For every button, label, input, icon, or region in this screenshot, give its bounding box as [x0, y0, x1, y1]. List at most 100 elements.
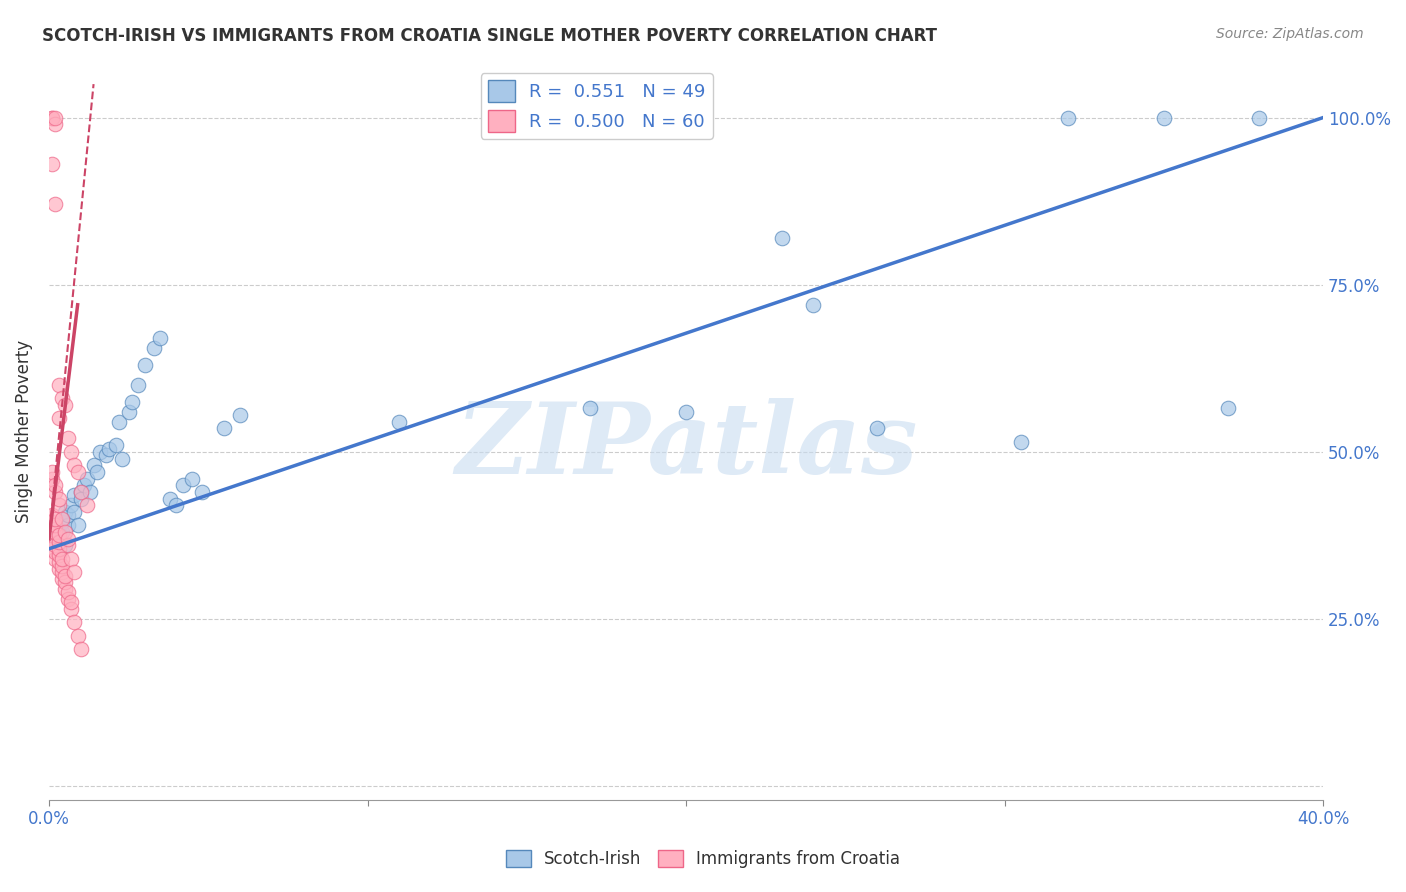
Legend: Scotch-Irish, Immigrants from Croatia: Scotch-Irish, Immigrants from Croatia [499, 843, 907, 875]
Point [56, 591, 79, 606]
Point [212, 421, 235, 435]
Point [117, 405, 139, 419]
Point [41, 465, 63, 479]
Point [1249, 111, 1271, 125]
Point [44, 525, 66, 540]
Point [48, 562, 70, 576]
Point [44, 535, 66, 549]
Point [41, 157, 63, 171]
Point [388, 415, 411, 429]
Point [44, 117, 66, 131]
Point [51, 558, 73, 573]
Point [579, 401, 602, 416]
Point [48, 491, 70, 506]
Point [51, 512, 73, 526]
Point [79, 485, 101, 500]
Point [63, 505, 86, 519]
Point [53, 575, 76, 590]
Point [63, 458, 86, 473]
Legend: R =  0.551   N = 49, R =  0.500   N = 60: R = 0.551 N = 49, R = 0.500 N = 60 [481, 73, 713, 139]
Text: Source: ZipAtlas.com: Source: ZipAtlas.com [1216, 27, 1364, 41]
Point [53, 568, 76, 582]
Point [48, 378, 70, 392]
Point [1216, 401, 1239, 416]
Point [53, 525, 76, 540]
Point [675, 405, 697, 419]
Point [172, 478, 194, 492]
Point [44, 197, 66, 211]
Point [41, 535, 63, 549]
Point [48, 555, 70, 569]
Text: ZIPatlas: ZIPatlas [456, 398, 917, 495]
Point [44, 111, 66, 125]
Point [48, 525, 70, 540]
Point [143, 341, 166, 355]
Point [41, 508, 63, 523]
Point [56, 518, 79, 533]
Point [83, 458, 105, 473]
Point [76, 499, 98, 513]
Point [60, 602, 83, 616]
Point [48, 528, 70, 542]
Point [76, 472, 98, 486]
Point [53, 398, 76, 412]
Point [770, 231, 793, 245]
Point [60, 445, 83, 459]
Point [60, 595, 83, 609]
Point [63, 615, 86, 630]
Point [48, 499, 70, 513]
Point [56, 432, 79, 446]
Point [51, 392, 73, 406]
Y-axis label: Single Mother Poverty: Single Mother Poverty [15, 340, 32, 524]
Point [51, 551, 73, 566]
Point [41, 111, 63, 125]
Point [48, 535, 70, 549]
Point [191, 485, 214, 500]
Point [56, 585, 79, 599]
Point [44, 538, 66, 552]
Point [41, 541, 63, 556]
Point [63, 488, 86, 502]
Point [165, 499, 187, 513]
Point [86, 465, 108, 479]
Point [53, 538, 76, 552]
Point [53, 505, 76, 519]
Point [66, 629, 89, 643]
Point [98, 442, 121, 456]
Point [60, 551, 83, 566]
Point [44, 485, 66, 500]
Point [1057, 111, 1080, 125]
Point [60, 499, 83, 513]
Point [44, 545, 66, 559]
Point [51, 572, 73, 586]
Point [48, 549, 70, 563]
Point [41, 515, 63, 529]
Point [108, 415, 131, 429]
Point [53, 582, 76, 596]
Point [51, 565, 73, 579]
Point [66, 518, 89, 533]
Point [1010, 434, 1032, 449]
Point [121, 394, 143, 409]
Point [149, 331, 172, 345]
Point [159, 491, 181, 506]
Point [63, 565, 86, 579]
Point [181, 472, 204, 486]
Point [41, 522, 63, 536]
Point [41, 111, 63, 125]
Text: SCOTCH-IRISH VS IMMIGRANTS FROM CROATIA SINGLE MOTHER POVERTY CORRELATION CHART: SCOTCH-IRISH VS IMMIGRANTS FROM CROATIA … [42, 27, 938, 45]
Point [44, 518, 66, 533]
Point [866, 421, 889, 435]
Point [111, 451, 134, 466]
Point [44, 512, 66, 526]
Point [229, 408, 252, 422]
Point [56, 508, 79, 523]
Point [48, 541, 70, 556]
Point [41, 528, 63, 542]
Point [44, 551, 66, 566]
Point [69, 485, 91, 500]
Point [127, 378, 149, 392]
Point [73, 478, 96, 492]
Point [803, 298, 825, 312]
Point [69, 485, 91, 500]
